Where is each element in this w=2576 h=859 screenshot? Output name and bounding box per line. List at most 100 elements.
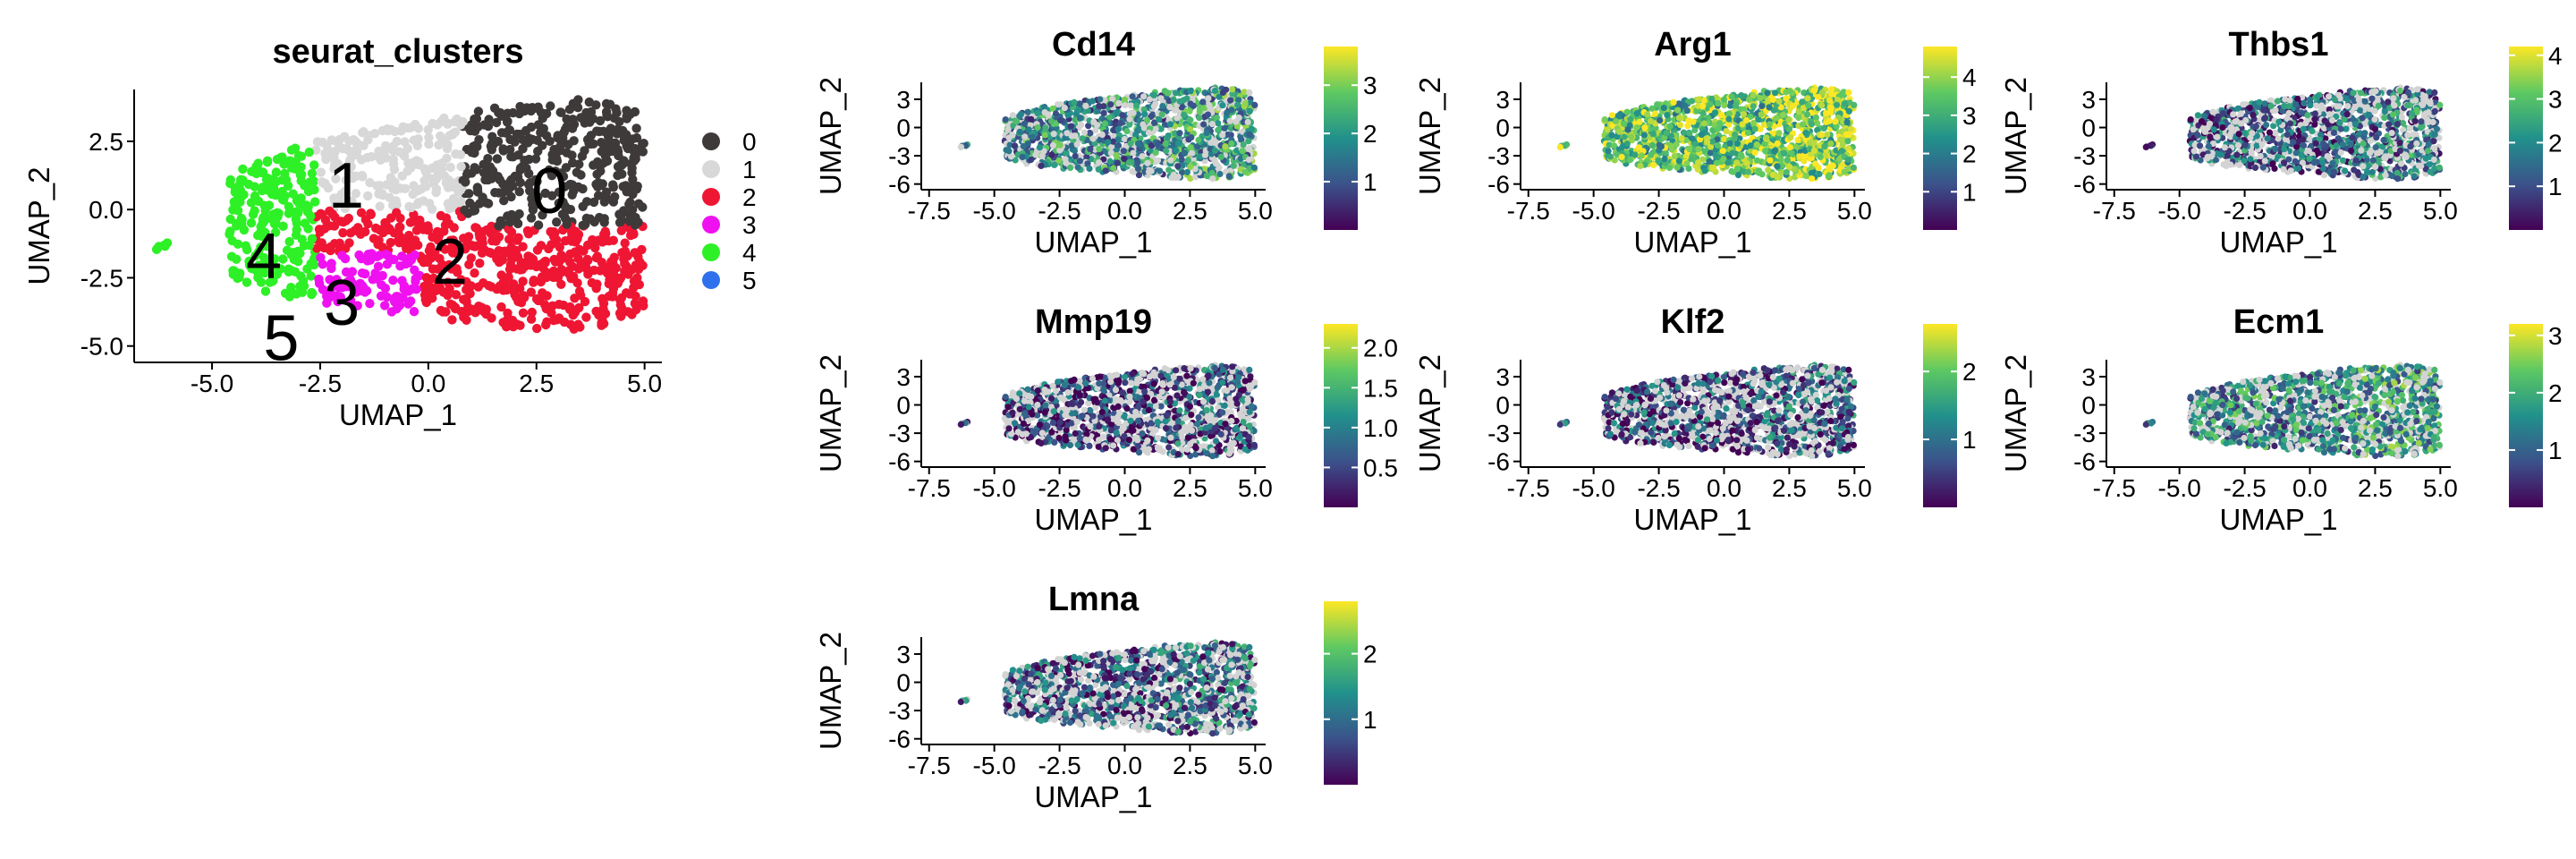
- expression-point: [1163, 148, 1170, 155]
- x-tick-label: -2.5: [299, 370, 342, 397]
- cluster-point: [494, 221, 504, 231]
- cluster-point: [302, 264, 312, 274]
- cluster-point: [447, 315, 457, 325]
- expression-point: [1181, 111, 1188, 118]
- y-tick-label: -5.0: [80, 333, 123, 361]
- cluster-point: [639, 139, 648, 149]
- expression-point: [1196, 115, 1203, 122]
- expression-point: [1098, 131, 1106, 139]
- cluster-point: [499, 196, 509, 206]
- expression-point: [1631, 151, 1639, 158]
- expression-point: [1845, 89, 1852, 96]
- expression-point: [1025, 126, 1032, 133]
- expression-point: [1140, 93, 1148, 100]
- expression-point: [1648, 151, 1655, 158]
- expression-point: [1009, 132, 1016, 139]
- expression-point: [1817, 153, 1824, 160]
- cluster-point: [386, 237, 395, 248]
- expression-point: [1129, 93, 1136, 100]
- expression-point: [1117, 120, 1124, 127]
- cluster-point: [296, 162, 306, 172]
- cluster-point: [609, 252, 619, 262]
- cluster-point: [454, 116, 464, 127]
- expression-point: [1134, 159, 1141, 166]
- cluster-point: [402, 243, 411, 253]
- cluster-point: [471, 114, 482, 123]
- expression-point: [1134, 166, 1142, 173]
- expression-point: [1174, 163, 1182, 170]
- cluster-point: [378, 153, 388, 163]
- cluster-point: [513, 218, 523, 229]
- expression-point: [1208, 121, 1216, 128]
- expression-point: [1844, 156, 1852, 164]
- cluster-point: [249, 166, 258, 177]
- expression-point: [1158, 111, 1165, 118]
- cluster-point: [464, 189, 474, 199]
- cluster-label: 5: [263, 303, 299, 375]
- cluster-point: [565, 302, 575, 312]
- cluster-point: [553, 131, 563, 140]
- cluster-point: [293, 246, 303, 256]
- y-tick-label: -6: [888, 171, 911, 199]
- expression-point: [1733, 166, 1741, 173]
- expression-point: [1758, 103, 1766, 110]
- x-tick-label: -2.5: [1637, 197, 1680, 225]
- x-tick-label: -5.0: [973, 197, 1016, 225]
- expression-point: [1827, 140, 1835, 148]
- cluster-point: [532, 103, 542, 114]
- expression-point: [1105, 139, 1112, 146]
- expression-point: [1152, 125, 1159, 132]
- expression-point: [1174, 174, 1182, 181]
- y-tick-label: -2.5: [80, 264, 123, 292]
- cluster-point: [363, 191, 373, 201]
- expression-point: [1219, 132, 1226, 139]
- expression-point: [1213, 114, 1220, 121]
- cluster-point: [312, 137, 323, 147]
- cluster-point: [608, 180, 618, 190]
- expression-point: [1809, 175, 1816, 183]
- legend-label: 2: [742, 183, 757, 211]
- expression-point: [1167, 157, 1174, 164]
- x-tick-label: 5.0: [1238, 197, 1273, 225]
- cluster-point: [453, 187, 463, 197]
- cluster-point: [282, 245, 292, 255]
- cluster-point: [284, 236, 294, 247]
- colorbar-tick-label: 2: [1962, 140, 1977, 168]
- cluster-point: [465, 198, 475, 208]
- cluster-point: [600, 150, 610, 161]
- cluster-point: [555, 146, 565, 156]
- expression-point: [1170, 96, 1177, 104]
- expression-point: [1686, 146, 1693, 153]
- cluster-point: [600, 226, 610, 236]
- legend-label: 4: [742, 239, 757, 267]
- expression-point: [1109, 95, 1116, 103]
- cluster-point: [592, 251, 603, 261]
- expression-point: [1095, 166, 1102, 173]
- expression-point: [1034, 110, 1041, 117]
- cluster-point: [569, 186, 579, 196]
- cluster-point: [629, 229, 639, 239]
- expression-point: [1209, 175, 1216, 183]
- cluster-point: [404, 297, 414, 308]
- y-tick-label: 3: [1496, 86, 1510, 114]
- expression-point: [1845, 131, 1852, 138]
- expression-point: [1102, 167, 1109, 174]
- expression-point: [1673, 140, 1680, 149]
- expression-point: [1204, 111, 1212, 118]
- cluster-point: [270, 227, 281, 237]
- legend-label: 1: [742, 156, 757, 183]
- x-tick-label: 0.0: [1707, 197, 1741, 225]
- cluster-point: [613, 170, 623, 181]
- expression-point: [1799, 98, 1806, 106]
- expression-point: [1122, 102, 1129, 109]
- cluster-point: [369, 129, 380, 139]
- cluster-point: [422, 274, 433, 285]
- expression-point: [1810, 87, 1818, 95]
- expression-point: [1700, 120, 1708, 127]
- expression-point: [1251, 101, 1258, 108]
- expression-point: [1032, 151, 1039, 158]
- cluster-point: [612, 125, 622, 136]
- expression-point: [1743, 159, 1750, 166]
- cluster-point: [556, 265, 566, 275]
- x-tick-label: 0.0: [411, 370, 445, 397]
